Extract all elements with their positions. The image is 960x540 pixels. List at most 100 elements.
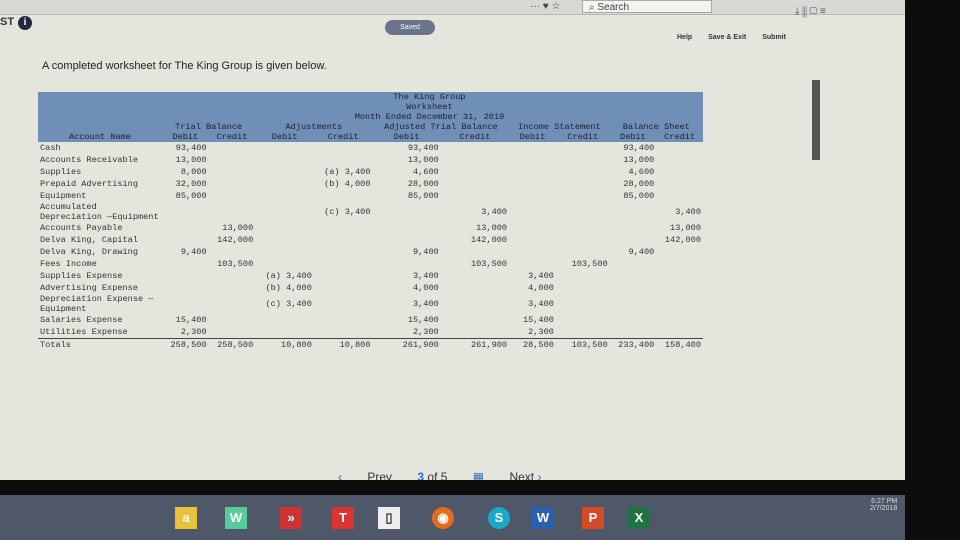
account-name: Accounts Payable [40, 223, 123, 233]
table-row: Supplies 8,000 (a) 3,400 4,600 4,600 [38, 166, 703, 178]
amount-cell [209, 154, 256, 166]
amount-cell [255, 142, 314, 154]
amount-cell [556, 190, 610, 202]
amount-cell: 233,400 [609, 338, 657, 351]
account-name-header: Account Name [38, 132, 162, 142]
amount-cell [162, 202, 209, 222]
forward-icon[interactable]: » [280, 507, 302, 529]
account-name: Utilities Expense [40, 327, 128, 337]
amount-cell [209, 326, 256, 339]
grid-icon[interactable]: ▦ [472, 470, 485, 480]
skype-icon[interactable]: S [488, 507, 510, 529]
worksheet-table: The King Group Worksheet Month Ended Dec… [38, 92, 703, 351]
amount-cell: 3,400 [412, 271, 439, 281]
amount-cell: 85,000 [623, 191, 655, 201]
amount-cell [255, 154, 314, 166]
table-row: Fees Income 103,500 103,500 103,500 [38, 258, 703, 270]
amount-cell [656, 246, 703, 258]
credit-header: Credit [313, 132, 373, 142]
taskbar: a W » T ▯ ◉ S W P X 6:27 PM 2/7/2018 [0, 495, 905, 540]
amount-cell: 3,400 [481, 207, 508, 217]
amount-cell [656, 326, 703, 339]
amount-cell: 15,400 [522, 315, 554, 325]
save-exit-link[interactable]: Save & Exit [708, 34, 747, 41]
amount-cell [556, 166, 610, 178]
amount-cell: (a) 3,400 [265, 271, 312, 281]
table-row: Advertising Expense (b) 4,000 4,000 4,000 [38, 282, 703, 294]
amount-cell: 13,000 [407, 155, 439, 165]
amount-cell: 13,000 [222, 223, 254, 233]
amount-cell: 103,500 [470, 259, 508, 269]
app-icon[interactable]: a [175, 507, 197, 529]
browser-menu-icons[interactable]: ⤓ ⫼ ▢ ≡ [795, 6, 826, 17]
account-name: Depreciation Expense —Equipment [40, 294, 154, 314]
amount-cell: 142,000 [217, 235, 254, 245]
table-row: Salaries Expense 15,400 15,400 15,400 [38, 314, 703, 326]
amount-cell [209, 202, 256, 222]
excel-icon[interactable]: X [628, 507, 650, 529]
amount-cell [209, 282, 256, 294]
amount-cell [441, 246, 509, 258]
debit-header: Debit [162, 132, 209, 142]
amount-cell [441, 154, 509, 166]
amount-cell [509, 142, 556, 154]
amount-cell: 2,300 [412, 327, 439, 337]
app-t-icon[interactable]: T [332, 507, 354, 529]
amount-cell [656, 178, 703, 190]
amount-cell: 13,000 [670, 223, 701, 233]
amount-cell [255, 246, 314, 258]
amount-cell: 142,000 [470, 235, 508, 245]
account-name: Accounts Receivable [40, 155, 138, 165]
debit-header: Debit [255, 132, 314, 142]
amount-cell [162, 222, 209, 234]
account-name: Salaries Expense [40, 315, 123, 325]
next-button[interactable]: Next › [509, 470, 563, 480]
amount-cell [255, 178, 314, 190]
amount-cell [610, 294, 657, 314]
submit-link[interactable]: Submit [762, 34, 786, 41]
amount-cell: 9,400 [412, 247, 439, 257]
browser-toolbar: ··· ♥ ☆ ⌕ Search [0, 0, 905, 15]
amount-cell: 3,400 [528, 271, 554, 281]
account-name: Totals [38, 338, 162, 351]
amount-cell: (b) 4,000 [265, 283, 312, 293]
group-adjusted-trial-balance: Adjusted Trial Balance [372, 122, 510, 132]
browser-search-input[interactable]: ⌕ Search [582, 0, 712, 13]
powerpoint-icon[interactable]: P [582, 507, 604, 529]
amount-cell [209, 142, 256, 154]
amount-cell [610, 202, 657, 222]
bookmark-star-icon[interactable]: ··· ♥ ☆ [530, 1, 561, 12]
amount-cell [509, 234, 556, 246]
amount-cell [656, 314, 703, 326]
amount-cell: (c) 3,400 [324, 207, 371, 217]
file-icon[interactable]: ▯ [378, 507, 400, 529]
table-row: Depreciation Expense —Equipment (c) 3,400… [38, 294, 703, 314]
amount-cell: 32,000 [175, 179, 207, 189]
search-placeholder: Search [597, 2, 630, 13]
table-row: Cash 93,400 93,400 93,400 [38, 142, 703, 154]
firefox-icon[interactable]: ◉ [432, 507, 454, 529]
app-w-icon[interactable]: W [225, 507, 247, 529]
amount-cell: 142,000 [664, 235, 701, 245]
amount-cell [314, 234, 373, 246]
amount-cell [556, 270, 610, 282]
word-icon[interactable]: W [532, 507, 554, 529]
amount-cell: 93,400 [623, 143, 655, 153]
info-icon[interactable]: i [18, 16, 33, 30]
amount-cell [509, 178, 556, 190]
amount-cell [441, 326, 509, 339]
prev-button[interactable]: ‹ Prev [338, 470, 392, 480]
amount-cell [314, 246, 373, 258]
amount-cell [441, 142, 509, 154]
amount-cell [509, 202, 556, 222]
amount-cell [255, 314, 314, 326]
amount-cell: 9,400 [628, 247, 655, 257]
credit-header: Credit [555, 132, 610, 142]
scrollbar[interactable] [812, 80, 820, 160]
help-link[interactable]: Help [677, 34, 693, 41]
amount-cell: 13,000 [175, 155, 207, 165]
table-row: Accounts Payable 13,000 13,000 13,000 [38, 222, 703, 234]
amount-cell: 158,400 [656, 338, 703, 351]
amount-cell [209, 178, 256, 190]
amount-cell [314, 270, 373, 282]
